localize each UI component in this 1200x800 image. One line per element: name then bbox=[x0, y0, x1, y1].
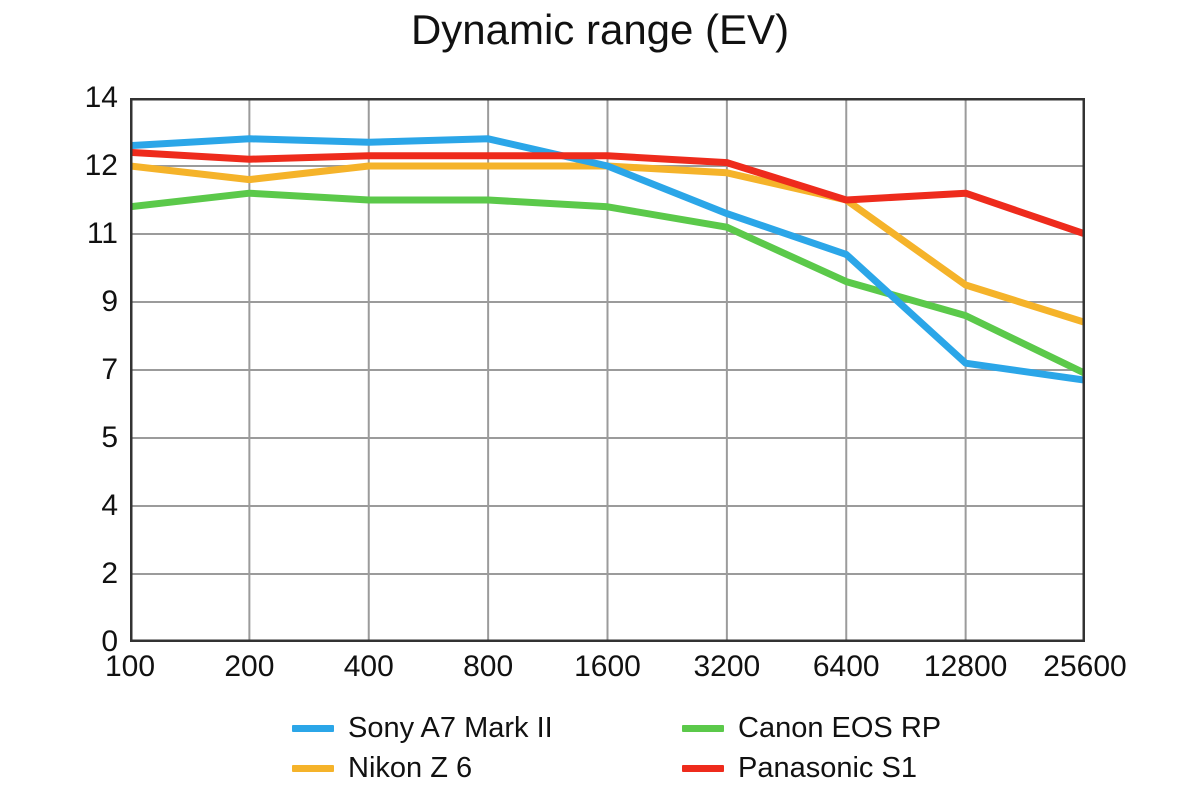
series-line-panasonic-s1 bbox=[130, 148, 1085, 238]
legend-label: Canon EOS RP bbox=[738, 711, 942, 744]
legend-color-swatch bbox=[292, 724, 334, 732]
y-axis-tick-label: 0 bbox=[101, 625, 118, 658]
y-axis-tick-label: 12 bbox=[84, 149, 118, 182]
legend-item[interactable]: Sony A7 Mark II bbox=[292, 711, 682, 744]
plot-area bbox=[130, 98, 1085, 642]
legend-label: Sony A7 Mark II bbox=[348, 711, 553, 744]
y-axis-tick-label: 7 bbox=[101, 353, 118, 386]
legend-color-swatch bbox=[682, 724, 724, 732]
y-axis-tick-label: 5 bbox=[101, 421, 118, 454]
legend-item[interactable]: Panasonic S1 bbox=[682, 751, 972, 784]
y-axis-tick-labels: 14 12 11 9 7 5 4 2 0 bbox=[0, 0, 118, 800]
legend-item[interactable]: Canon EOS RP bbox=[682, 711, 972, 744]
series-lines bbox=[130, 135, 1085, 384]
grid-lines bbox=[130, 98, 1085, 642]
y-axis-tick-label: 14 bbox=[84, 81, 118, 114]
x-axis-tick-label: 400 bbox=[343, 650, 394, 683]
y-axis-tick-label: 9 bbox=[101, 285, 118, 318]
x-axis-tick-label: 25600 bbox=[1043, 650, 1127, 683]
series-line-canon-eos-rp bbox=[130, 189, 1085, 377]
legend-label: Panasonic S1 bbox=[738, 751, 917, 784]
y-axis-tick-label: 2 bbox=[101, 557, 118, 590]
x-axis-tick-label: 1600 bbox=[574, 650, 641, 683]
legend-label: Nikon Z 6 bbox=[348, 751, 473, 784]
x-axis-tick-label: 6400 bbox=[812, 650, 880, 683]
plot-svg bbox=[130, 98, 1085, 642]
legend-item[interactable]: Nikon Z 6 bbox=[292, 751, 682, 784]
x-axis-tick-label: 3200 bbox=[693, 650, 761, 683]
x-axis-tick-label: 12800 bbox=[923, 650, 1008, 683]
chart-legend: Sony A7 Mark II Canon EOS RP Nikon Z 6 Pana… bbox=[292, 708, 972, 788]
series-line-sony-a7-mark-ii bbox=[130, 135, 1085, 384]
plot-frame bbox=[130, 98, 1085, 642]
chart-title: Dynamic range (EV) bbox=[410, 6, 790, 53]
x-axis-tick-label: 800 bbox=[463, 650, 514, 683]
y-axis-tick-label: 4 bbox=[101, 489, 118, 522]
y-axis-tick-label: 11 bbox=[86, 217, 118, 250]
x-axis-tick-label: 100 bbox=[104, 650, 156, 683]
axis-frame bbox=[130, 98, 1085, 642]
legend-color-swatch bbox=[292, 764, 334, 772]
x-axis-tick-label: 200 bbox=[224, 650, 275, 683]
legend-color-swatch bbox=[682, 764, 724, 772]
